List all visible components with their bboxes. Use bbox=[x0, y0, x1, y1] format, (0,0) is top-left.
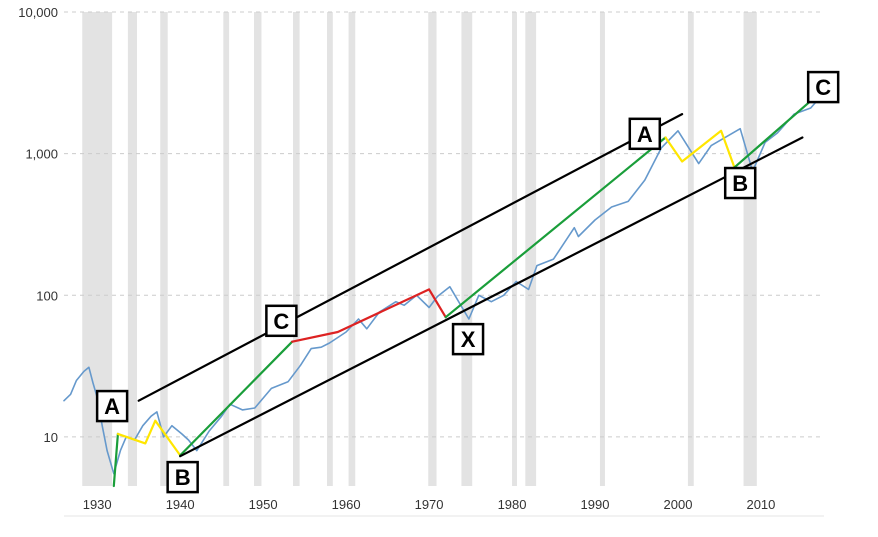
y-tick-label: 10 bbox=[44, 430, 58, 445]
recession-band bbox=[292, 12, 300, 486]
recession-shading bbox=[82, 12, 757, 486]
x-tick-label: 1950 bbox=[249, 497, 278, 512]
wave-label: B bbox=[166, 460, 199, 494]
x-tick-label: 1930 bbox=[83, 497, 112, 512]
wave-segment-line bbox=[664, 129, 736, 169]
wave-label: A bbox=[95, 389, 129, 423]
wave-segment-line bbox=[179, 340, 294, 457]
recession-band bbox=[127, 12, 138, 486]
recession-band bbox=[461, 12, 473, 486]
x-tick-label: 1970 bbox=[415, 497, 444, 512]
wave-label-box bbox=[628, 117, 662, 151]
y-tick-label: 10,000 bbox=[18, 5, 58, 20]
recession-band bbox=[327, 12, 333, 486]
trend-channel-line bbox=[137, 112, 684, 402]
wave-label: C bbox=[806, 70, 840, 104]
wave-label-box bbox=[95, 389, 129, 423]
y-tick-label: 1,000 bbox=[25, 147, 58, 162]
wave-label-box bbox=[451, 322, 485, 356]
x-tick-label: 1980 bbox=[498, 497, 527, 512]
horizontal-gridlines bbox=[64, 11, 824, 517]
wave-label-text: B bbox=[175, 465, 191, 490]
data-series bbox=[63, 92, 825, 488]
wave-label-text: B bbox=[732, 171, 748, 196]
wave-label-box bbox=[166, 460, 199, 494]
x-tick-label: 1940 bbox=[166, 497, 195, 512]
wave-label-box bbox=[723, 166, 757, 200]
trend-channel-line bbox=[179, 136, 804, 458]
recession-band bbox=[428, 12, 437, 486]
y-axis-tick-labels: 10 100 1,000 10,000 bbox=[18, 5, 58, 445]
wave-label-box bbox=[265, 304, 298, 338]
x-tick-label: 2000 bbox=[664, 497, 693, 512]
y-tick-label: 100 bbox=[36, 288, 58, 303]
wave-segment-line bbox=[112, 432, 120, 488]
recession-band bbox=[223, 12, 230, 486]
wave-label-text: X bbox=[461, 327, 476, 352]
recession-band bbox=[160, 12, 168, 486]
wave-label: X bbox=[451, 322, 485, 356]
x-axis-tick-labels: 1930 1940 1950 1960 1970 1980 1990 2000 2010 bbox=[83, 497, 776, 512]
wave-label: A bbox=[628, 117, 662, 151]
wave-label-text: A bbox=[637, 122, 653, 147]
recession-band bbox=[254, 12, 262, 486]
wave-label-text: A bbox=[104, 394, 120, 419]
wave-label: C bbox=[265, 304, 298, 338]
recession-band bbox=[599, 12, 605, 486]
wave-segment-line bbox=[444, 136, 667, 319]
x-tick-label: 1990 bbox=[581, 497, 610, 512]
recession-band bbox=[512, 12, 518, 486]
x-tick-label: 1960 bbox=[332, 497, 361, 512]
wave-label: B bbox=[723, 166, 757, 200]
recession-band bbox=[743, 12, 757, 486]
wave-segment-line bbox=[116, 419, 182, 457]
wave-label-text: C bbox=[273, 309, 289, 334]
x-tick-label: 2010 bbox=[746, 497, 775, 512]
wave-label-text: C bbox=[815, 75, 831, 100]
recession-band bbox=[687, 12, 694, 486]
pattern-annotations: A B C X A B C bbox=[95, 70, 840, 494]
price-line bbox=[63, 92, 825, 475]
recession-band bbox=[348, 12, 356, 486]
wave-label-box bbox=[806, 70, 840, 104]
wave-segment-line bbox=[291, 288, 447, 343]
wave-segment-line bbox=[733, 92, 821, 169]
